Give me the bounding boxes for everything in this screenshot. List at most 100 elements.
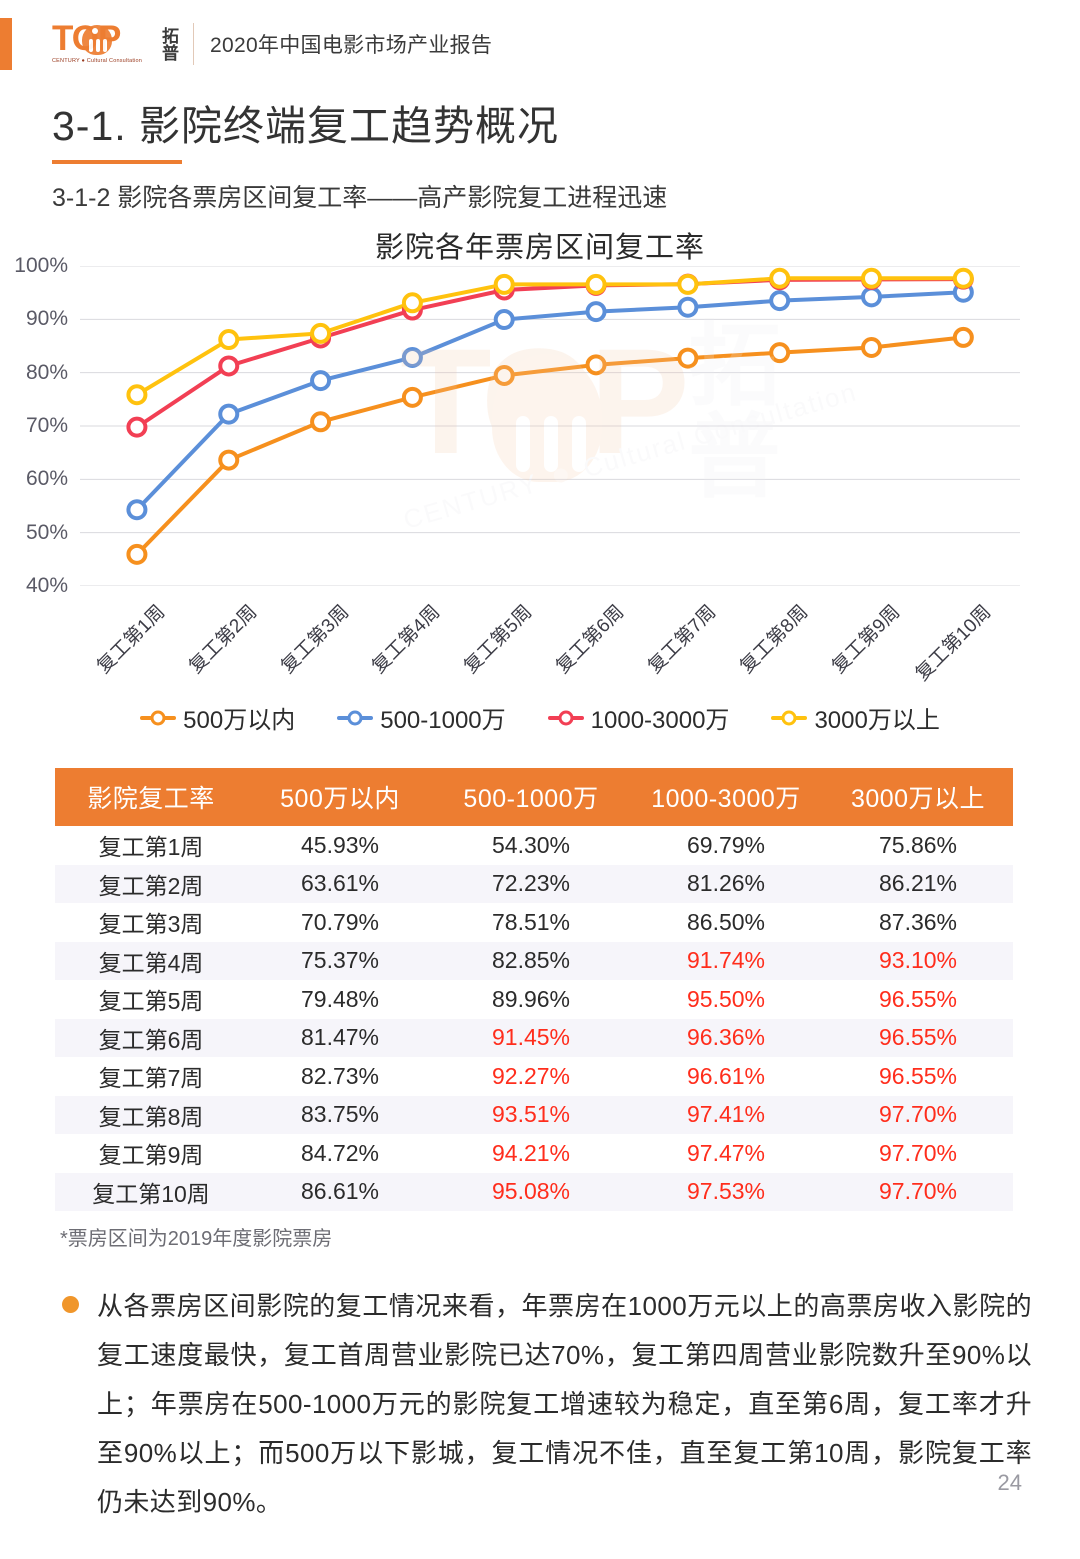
table-header-cell: 影院复工率	[55, 768, 247, 826]
table-row: 复工第10周 86.61% 95.08% 97.53% 97.70%	[55, 1172, 1013, 1212]
legend-label: 1000-3000万	[590, 707, 730, 734]
chart-data-point	[401, 386, 423, 408]
table-cell: 93.51%	[433, 1095, 629, 1135]
chart-x-tick-label: 复工第10周	[912, 601, 996, 686]
legend-item[interactable]: 3000万以上	[771, 700, 940, 735]
chart-data-point	[677, 347, 699, 369]
table-cell: 96.55%	[823, 1018, 1013, 1058]
chart-x-tick-label: 复工第5周	[460, 601, 537, 678]
brand-logo: TOP CENTURY ● Cultural Consultation 拓普 2…	[52, 18, 492, 70]
legend-item[interactable]: 1000-3000万	[547, 700, 730, 735]
page-header: TOP CENTURY ● Cultural Consultation 拓普 2…	[0, 0, 1080, 86]
table-cell: 69.79%	[629, 826, 823, 865]
table-header-cell: 1000-3000万	[629, 768, 823, 826]
table-row: 复工第2周 63.61% 72.23% 81.26% 86.21%	[55, 864, 1013, 904]
chart-x-tick-label: 复工第3周	[276, 601, 353, 678]
chart-data-point	[310, 370, 332, 392]
table-row: 复工第9周 84.72% 94.21% 97.47% 97.70%	[55, 1134, 1013, 1173]
table-cell: 92.27%	[433, 1057, 629, 1096]
table-cell: 75.86%	[823, 826, 1013, 865]
table-row-label: 复工第8周	[55, 1095, 247, 1135]
chart-data-point	[769, 290, 791, 312]
resumption-rate-table: 影院复工率 500万以内 500-1000万 1000-3000万 3000万以…	[55, 768, 1013, 1212]
legend-item[interactable]: 500万以内	[140, 700, 295, 735]
chart-data-point	[126, 416, 148, 438]
table-row-label: 复工第5周	[55, 980, 247, 1019]
chart-data-point	[585, 301, 607, 323]
table-cell: 97.70%	[823, 1172, 1013, 1212]
table-row-label: 复工第3周	[55, 903, 247, 942]
table-row-label: 复工第9周	[55, 1134, 247, 1173]
chart-x-tick-label: 复工第7周	[644, 601, 721, 678]
table-row: 复工第6周 81.47% 91.45% 96.36% 96.55%	[55, 1018, 1013, 1058]
chart-series-line	[134, 277, 966, 430]
logo-tagline: CENTURY ● Cultural Consultation	[52, 58, 143, 64]
chart-y-tick-label: 70%	[25, 414, 68, 437]
table-cell: 70.79%	[247, 903, 433, 942]
chart-y-tick-label: 90%	[25, 307, 68, 331]
legend-label: 3000万以上	[814, 707, 940, 734]
table-row: 复工第1周 45.93% 54.30% 69.79% 75.86%	[55, 826, 1013, 865]
chart-data-point	[126, 543, 148, 565]
chart-svg	[80, 266, 1020, 586]
chart-series-line	[134, 335, 966, 557]
chart-data-point	[493, 364, 515, 386]
chart-legend: 500万以内 500-1000万 1000-3000万 3000万以上	[0, 700, 1080, 735]
table-cell: 78.51%	[433, 903, 629, 942]
chart-data-point	[218, 449, 240, 471]
chart-data-point	[861, 336, 883, 358]
table-cell: 87.36%	[823, 903, 1013, 942]
data-table-container: 影院复工率 500万以内 500-1000万 1000-3000万 3000万以…	[55, 768, 1013, 1212]
table-cell: 82.85%	[433, 941, 629, 981]
chart-data-point	[401, 292, 423, 314]
chart-data-point	[952, 326, 974, 348]
table-header-cell: 500万以内	[247, 768, 433, 826]
chart-container: 影院各年票房区间复工率 TOP 拓普 CENTURY Cultural Cons…	[0, 218, 1080, 738]
chart-data-point	[585, 273, 607, 295]
table-cell: 95.50%	[629, 980, 823, 1019]
page-title: 3-1. 影院终端复工趋势概况	[52, 103, 560, 149]
chart-data-point	[401, 346, 423, 368]
chart-data-point	[585, 354, 607, 376]
chart-title: 影院各年票房区间复工率	[374, 232, 705, 264]
chart-data-point	[769, 267, 791, 289]
chart-x-tick-label: 复工第2周	[185, 601, 262, 678]
table-cell: 81.47%	[247, 1018, 433, 1058]
table-row-label: 复工第4周	[55, 941, 247, 981]
chart-x-tick-label: 复工第4周	[368, 601, 445, 678]
table-cell: 63.61%	[247, 864, 433, 904]
chart-series-line	[134, 290, 966, 512]
table-row-label: 复工第2周	[55, 864, 247, 904]
table-cell: 97.41%	[629, 1095, 823, 1135]
page-subtitle: 3-1-2 影院各票房区间复工率——高产影院复工进程迅速	[52, 184, 668, 212]
table-row-label: 复工第10周	[55, 1172, 247, 1212]
legend-item[interactable]: 500-1000万	[337, 700, 506, 735]
table-header-cell: 3000万以上	[823, 768, 1013, 826]
top-logo-icon: TOP CENTURY ● Cultural Consultation	[52, 19, 156, 69]
chart-data-point	[861, 267, 883, 289]
legend-swatch-icon	[547, 708, 584, 728]
chart-data-point	[218, 355, 240, 377]
table-cell: 45.93%	[247, 826, 433, 865]
table-row: 复工第7周 82.73% 92.27% 96.61% 96.55%	[55, 1057, 1013, 1096]
chart-y-tick-label: 40%	[25, 574, 68, 597]
chart-plot-area: TOP 拓普 CENTURY Cultural Consultation 100…	[14, 254, 1020, 685]
legend-label: 500-1000万	[380, 707, 506, 734]
table-cell: 82.73%	[247, 1057, 433, 1096]
table-cell: 86.61%	[247, 1172, 433, 1212]
chart-data-point	[310, 411, 332, 433]
table-row: 复工第8周 83.75% 93.51% 97.41% 97.70%	[55, 1095, 1013, 1135]
table-cell: 97.53%	[629, 1172, 823, 1212]
table-row: 复工第5周 79.48% 89.96% 95.50% 96.55%	[55, 980, 1013, 1019]
table-cell: 84.72%	[247, 1134, 433, 1173]
title-underline-rule	[52, 160, 182, 164]
table-row-label: 复工第1周	[55, 826, 247, 865]
table-cell: 96.36%	[629, 1018, 823, 1058]
chart-data-point	[677, 273, 699, 295]
table-cell: 94.21%	[433, 1134, 629, 1173]
table-row: 复工第4周 75.37% 82.85% 91.74% 93.10%	[55, 941, 1013, 981]
report-title: 2020年中国电影市场产业报告	[210, 34, 493, 57]
chart-x-tick-label: 复工第6周	[552, 601, 629, 678]
page-number: 24	[997, 1470, 1022, 1495]
table-cell: 86.21%	[823, 864, 1013, 904]
